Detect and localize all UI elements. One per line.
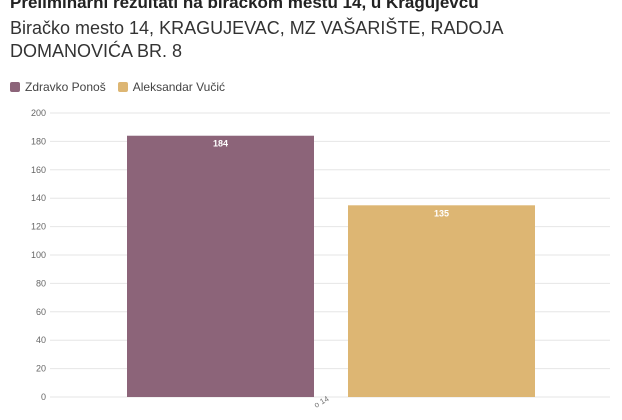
bar-data-label: 184 — [213, 139, 228, 149]
y-tick-label: 180 — [31, 136, 46, 146]
y-tick-label: 0 — [41, 392, 46, 402]
y-tick-label: 160 — [31, 165, 46, 175]
y-tick-label: 200 — [31, 108, 46, 118]
legend-label-ponos: Zdravko Ponoš — [25, 80, 106, 94]
y-tick-label: 120 — [31, 222, 46, 232]
x-tick-label: o 14 — [313, 394, 331, 410]
bar-data-label: 135 — [434, 208, 449, 218]
legend-swatch-ponos — [10, 82, 20, 92]
y-tick-label: 140 — [31, 193, 46, 203]
chart-title: Preliminarni rezultati na biračkom mestu… — [10, 0, 479, 12]
bar-0 — [127, 135, 314, 397]
y-tick-label: 40 — [36, 335, 46, 345]
legend-label-vucic: Aleksandar Vučić — [132, 80, 225, 94]
legend-swatch-vucic — [117, 82, 128, 92]
legend-item-ponos[interactable]: Zdravko Ponoš — [10, 80, 106, 94]
bar-1 — [348, 205, 535, 397]
legend-item-vucic[interactable]: Aleksandar Vučić — [117, 80, 225, 94]
y-tick-label: 60 — [36, 307, 46, 317]
legend: Zdravko Ponoš Aleksandar Vučić — [10, 79, 237, 95]
y-tick-label: 100 — [31, 250, 46, 260]
y-tick-label: 80 — [36, 278, 46, 288]
chart-subtitle: Biračko mesto 14, KRAGUJEVAC, MZ VAŠARIŠ… — [10, 18, 503, 61]
y-tick-label: 20 — [36, 364, 46, 374]
